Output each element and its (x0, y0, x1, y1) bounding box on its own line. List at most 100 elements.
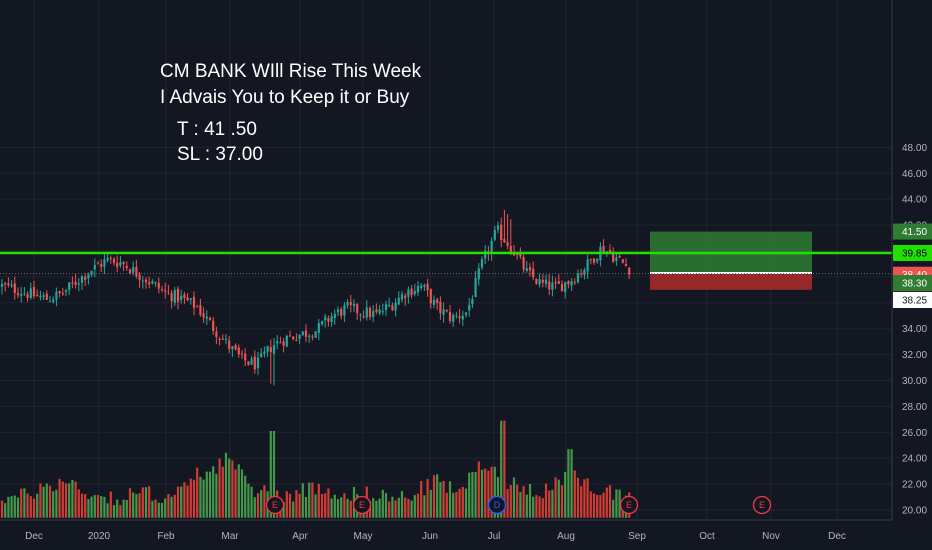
volume-bar (39, 483, 42, 518)
candle-body (61, 293, 64, 295)
candle-body (343, 305, 346, 316)
candle-body (589, 259, 592, 261)
candle-body (16, 293, 20, 296)
volume-bar (388, 501, 391, 518)
volume-bar (544, 483, 548, 518)
candle-body (436, 299, 439, 304)
candle-body (212, 320, 215, 331)
candle-body (84, 276, 87, 280)
horizontal-line-group[interactable] (0, 251, 892, 275)
candle-body (55, 291, 58, 300)
volume-bar (490, 466, 493, 518)
candle-body (164, 290, 167, 292)
candle-body (484, 250, 487, 259)
candle-body (295, 339, 298, 341)
volume-bar (202, 479, 205, 518)
candle-body (407, 289, 410, 297)
volume-bar (42, 486, 45, 518)
volume-bar (589, 491, 592, 518)
candle-body (359, 314, 362, 316)
time-tick-label: Nov (762, 531, 780, 542)
volume-bar (493, 466, 496, 518)
volume-bar (144, 487, 148, 518)
volume-bar (320, 493, 324, 518)
price-tick-label: 22.00 (902, 480, 927, 491)
volume-bar (61, 481, 64, 518)
volume-bar (71, 479, 74, 518)
volume-bar (93, 495, 96, 518)
candle-body (423, 285, 426, 287)
volume-bar (247, 483, 250, 518)
candle-body (256, 357, 260, 369)
dotted-price-label-bg (893, 292, 932, 309)
candle-body (452, 315, 455, 322)
volume-bar (592, 493, 596, 518)
volume-bar (237, 464, 240, 518)
price-axis[interactable]: 48.0046.0044.0042.0040.0038.0036.0034.00… (902, 143, 927, 517)
annotation-line-2: I Advais You to Keep it or Buy (160, 87, 410, 108)
volume-bar (439, 482, 442, 518)
time-axis[interactable]: Dec 2020 Feb Mar Apr May Jun Jul Aug Sep Oct Nov Dec (25, 531, 846, 542)
candle-body (410, 288, 413, 296)
candle-body (471, 298, 474, 305)
candle-body (391, 305, 394, 311)
volume-bar (183, 482, 186, 518)
volume-bar (151, 500, 154, 518)
candle-body (285, 335, 288, 347)
volume-bar (423, 495, 426, 518)
volume-bar (256, 493, 260, 518)
volume-bar (100, 496, 103, 518)
volume-bar (189, 478, 192, 518)
volume-bar (10, 496, 13, 518)
candle-body (349, 301, 352, 305)
volume-bar (404, 497, 407, 518)
volume-bar (484, 468, 487, 518)
candle-body (170, 293, 173, 302)
volume-bar (516, 484, 519, 518)
volume-bar (186, 485, 189, 518)
candle-body (557, 281, 560, 284)
candle-body (596, 258, 599, 262)
volume-bar (560, 485, 564, 518)
candle-body (372, 310, 375, 317)
candle-body (500, 224, 503, 241)
volume-bar (317, 483, 320, 518)
volume-bar (330, 498, 333, 518)
volume-bar (164, 498, 167, 518)
candle-body (228, 340, 231, 349)
volume-bar (157, 502, 160, 518)
volume-bar (160, 502, 164, 518)
candle-body (23, 293, 26, 295)
volume-bar (442, 480, 445, 518)
chart-annotation[interactable]: CM BANK WIll Rise This Week I Advais You… (160, 61, 422, 165)
volume-bar (333, 494, 336, 518)
volume-bar (551, 489, 554, 518)
time-axis-panel[interactable] (0, 520, 932, 550)
candle-body (516, 254, 519, 256)
volume-bar (512, 477, 516, 518)
candle-body (202, 313, 205, 318)
candle-body (528, 267, 532, 271)
volume-bar (500, 420, 503, 518)
candle-body (224, 339, 228, 341)
volume-bar (112, 505, 116, 518)
candle-body (167, 291, 170, 293)
volume-bar (519, 491, 522, 518)
volume-bar (199, 476, 202, 518)
candle-body (52, 299, 55, 302)
candle-body (400, 294, 404, 300)
candle-body (272, 345, 276, 354)
volume-bar (327, 488, 330, 518)
candle-body (608, 249, 612, 254)
candle-body (618, 255, 621, 258)
long-position-box[interactable] (650, 231, 812, 290)
volume-bar (554, 477, 557, 518)
candle-body (138, 274, 141, 281)
volume-bar (608, 485, 612, 518)
candle-body (68, 282, 71, 291)
candle-body (624, 263, 628, 267)
volume-bar (570, 449, 573, 518)
